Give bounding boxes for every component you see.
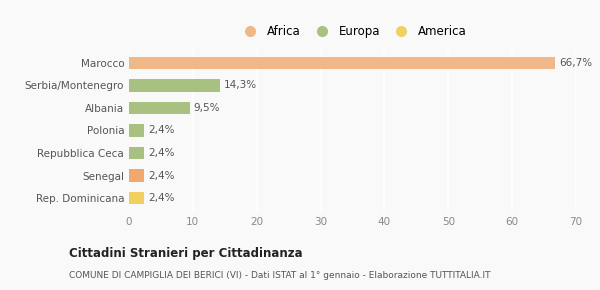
Bar <box>129 79 220 92</box>
Text: 9,5%: 9,5% <box>193 103 220 113</box>
Text: 2,4%: 2,4% <box>148 193 175 203</box>
Text: 2,4%: 2,4% <box>148 171 175 181</box>
Text: 14,3%: 14,3% <box>224 80 257 90</box>
Bar <box>129 102 190 114</box>
Text: 2,4%: 2,4% <box>148 126 175 135</box>
Bar <box>129 169 145 182</box>
Bar <box>129 192 145 204</box>
Text: 2,4%: 2,4% <box>148 148 175 158</box>
Text: 66,7%: 66,7% <box>559 58 592 68</box>
Text: Cittadini Stranieri per Cittadinanza: Cittadini Stranieri per Cittadinanza <box>69 247 302 260</box>
Bar <box>129 57 555 69</box>
Legend: Africa, Europa, America: Africa, Europa, America <box>236 23 469 40</box>
Text: COMUNE DI CAMPIGLIA DEI BERICI (VI) - Dati ISTAT al 1° gennaio - Elaborazione TU: COMUNE DI CAMPIGLIA DEI BERICI (VI) - Da… <box>69 271 491 280</box>
Bar <box>129 124 145 137</box>
Bar <box>129 147 145 159</box>
